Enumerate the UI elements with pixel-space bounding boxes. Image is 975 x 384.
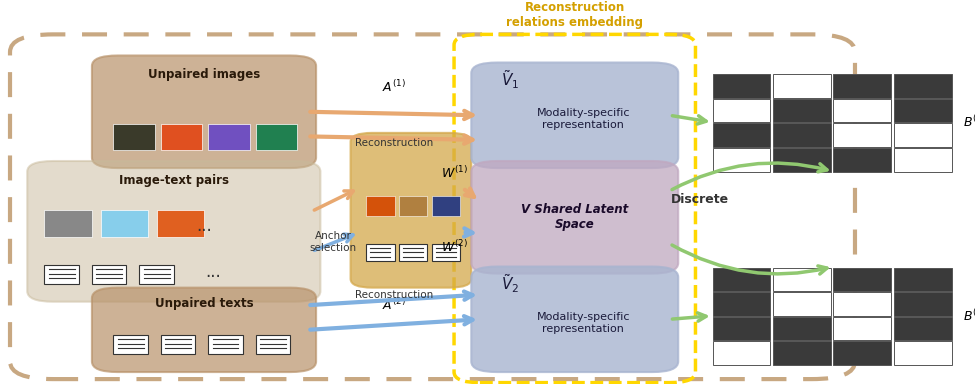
Text: $\tilde{V}_2$: $\tilde{V}_2$ — [501, 273, 520, 295]
FancyBboxPatch shape — [471, 161, 679, 273]
FancyBboxPatch shape — [834, 99, 891, 122]
Text: Reconstruction: Reconstruction — [355, 138, 433, 149]
Text: Unpaired images: Unpaired images — [148, 68, 260, 81]
Text: V Shared Latent
Space: V Shared Latent Space — [521, 203, 628, 231]
FancyBboxPatch shape — [471, 63, 679, 168]
FancyBboxPatch shape — [894, 317, 952, 340]
FancyBboxPatch shape — [834, 74, 891, 98]
Text: Reconstruction: Reconstruction — [355, 290, 433, 300]
FancyBboxPatch shape — [113, 335, 148, 354]
Text: Modality-specific
representation: Modality-specific representation — [536, 312, 630, 334]
FancyBboxPatch shape — [773, 148, 831, 172]
FancyBboxPatch shape — [161, 335, 195, 354]
FancyBboxPatch shape — [366, 196, 395, 215]
FancyBboxPatch shape — [713, 99, 770, 122]
FancyBboxPatch shape — [894, 268, 952, 291]
FancyBboxPatch shape — [255, 335, 291, 354]
FancyBboxPatch shape — [773, 99, 831, 122]
FancyBboxPatch shape — [773, 123, 831, 147]
FancyBboxPatch shape — [713, 341, 770, 365]
FancyBboxPatch shape — [27, 161, 321, 302]
FancyBboxPatch shape — [45, 210, 92, 237]
FancyBboxPatch shape — [834, 268, 891, 291]
FancyBboxPatch shape — [351, 133, 471, 288]
Text: ...: ... — [196, 217, 212, 235]
FancyBboxPatch shape — [773, 74, 831, 98]
Text: $W^{(2)}$: $W^{(2)}$ — [441, 239, 467, 255]
FancyBboxPatch shape — [834, 292, 891, 316]
FancyBboxPatch shape — [92, 56, 316, 168]
FancyBboxPatch shape — [157, 210, 204, 237]
FancyBboxPatch shape — [92, 288, 316, 372]
FancyBboxPatch shape — [894, 74, 952, 98]
FancyBboxPatch shape — [432, 244, 460, 261]
FancyBboxPatch shape — [713, 268, 770, 291]
FancyBboxPatch shape — [432, 196, 460, 215]
Text: $A^{(1)}$: $A^{(1)}$ — [382, 79, 406, 95]
FancyBboxPatch shape — [894, 292, 952, 316]
FancyBboxPatch shape — [45, 265, 79, 284]
Text: $W^{(1)}$: $W^{(1)}$ — [441, 166, 467, 181]
Text: Unpaired texts: Unpaired texts — [155, 297, 254, 310]
FancyBboxPatch shape — [894, 148, 952, 172]
FancyBboxPatch shape — [161, 124, 202, 151]
FancyBboxPatch shape — [366, 244, 395, 261]
FancyBboxPatch shape — [100, 210, 148, 237]
FancyBboxPatch shape — [894, 99, 952, 122]
FancyBboxPatch shape — [139, 265, 174, 284]
FancyBboxPatch shape — [713, 148, 770, 172]
FancyBboxPatch shape — [713, 74, 770, 98]
FancyBboxPatch shape — [713, 317, 770, 340]
FancyBboxPatch shape — [894, 123, 952, 147]
FancyBboxPatch shape — [471, 266, 679, 372]
Text: $\tilde{V}_1$: $\tilde{V}_1$ — [501, 69, 520, 91]
Text: Image-text pairs: Image-text pairs — [119, 174, 229, 187]
Text: Reconstruction
relations embedding: Reconstruction relations embedding — [506, 1, 644, 29]
Text: $B^{(1)}$: $B^{(1)}$ — [962, 114, 975, 130]
Text: $B^{(2)}$: $B^{(2)}$ — [962, 308, 975, 324]
FancyBboxPatch shape — [834, 341, 891, 365]
FancyBboxPatch shape — [773, 341, 831, 365]
FancyBboxPatch shape — [399, 244, 427, 261]
FancyBboxPatch shape — [834, 148, 891, 172]
FancyBboxPatch shape — [713, 123, 770, 147]
Text: Discrete: Discrete — [671, 193, 729, 206]
FancyBboxPatch shape — [255, 124, 297, 151]
FancyBboxPatch shape — [713, 292, 770, 316]
FancyBboxPatch shape — [894, 341, 952, 365]
FancyBboxPatch shape — [773, 268, 831, 291]
FancyBboxPatch shape — [209, 124, 250, 151]
FancyBboxPatch shape — [834, 317, 891, 340]
Text: Modality-specific
representation: Modality-specific representation — [536, 108, 630, 130]
FancyBboxPatch shape — [773, 317, 831, 340]
FancyBboxPatch shape — [834, 123, 891, 147]
FancyBboxPatch shape — [209, 335, 243, 354]
Text: ...: ... — [205, 263, 220, 281]
Text: Anchor
selection: Anchor selection — [310, 231, 357, 253]
FancyBboxPatch shape — [113, 124, 155, 151]
FancyBboxPatch shape — [773, 292, 831, 316]
FancyBboxPatch shape — [10, 35, 855, 379]
FancyBboxPatch shape — [92, 265, 127, 284]
Text: $A^{(2)}$: $A^{(2)}$ — [382, 297, 406, 313]
FancyBboxPatch shape — [399, 196, 427, 215]
